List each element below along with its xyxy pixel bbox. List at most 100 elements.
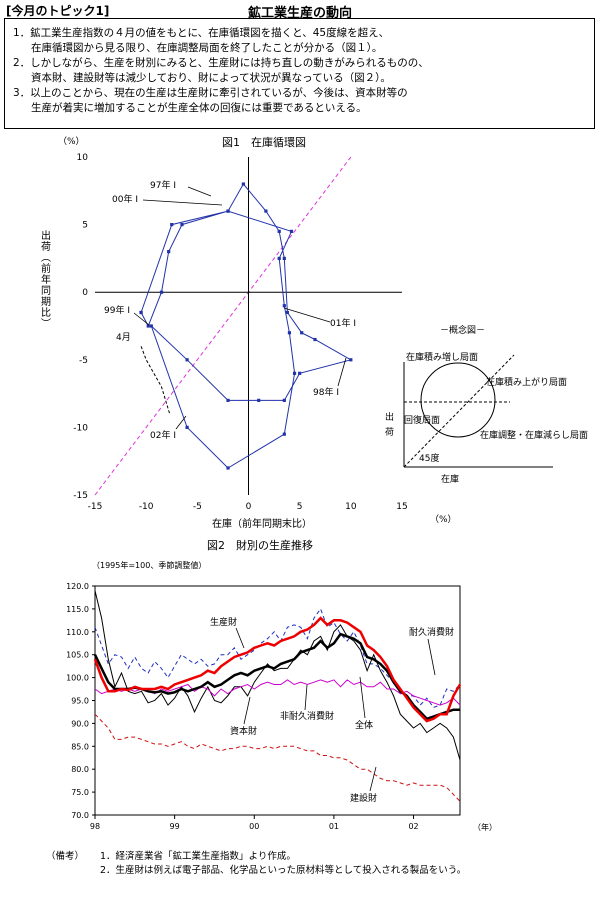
- fig1-y-unit: （%）: [58, 136, 85, 147]
- annotation-00: 00年 I: [112, 193, 138, 205]
- x-tick-label: -10: [139, 502, 154, 512]
- label-total: 全体: [355, 719, 373, 731]
- concept-x-label: 在庫: [441, 473, 459, 485]
- cycle-point: [287, 331, 292, 335]
- summary-line: 資本財、建設財等は減少しており、財によって状況が異なっている（図２）。: [31, 72, 391, 84]
- concept-label-build: 在庫積み増し局面: [406, 351, 478, 363]
- annotation-april: 4月: [116, 332, 131, 343]
- summary-line: 生産が着実に増加することが生産全体の回復には重要であるといえる。: [31, 102, 367, 114]
- cycle-point: [282, 398, 286, 402]
- figure-2-production-by-goods: 図2 財別の生産推移 （1995年=100、季節調整値） （年） 120.0 11…: [66, 538, 497, 832]
- y-tick-label: 75.0: [71, 788, 89, 797]
- series-line-1: [93, 616, 462, 723]
- fig2-plot-frame: [94, 585, 461, 816]
- cycle-point: [241, 182, 245, 186]
- reference-45-line: [94, 156, 352, 496]
- summary-line: 3．以上のことから、現在の生産は生産財に牽引されているが、今後は、資本財等の: [13, 87, 408, 99]
- cycle-point: [349, 358, 353, 362]
- y-tick-label: 120.0: [66, 582, 89, 591]
- y-tick-label: 90.0: [71, 719, 89, 728]
- series-line-2: [94, 590, 461, 761]
- y-tick-label: -15: [73, 491, 88, 501]
- annotation-98: 98年 I: [313, 386, 339, 398]
- label-durable: 耐久消費財: [409, 626, 454, 638]
- y-tick-label: 10: [77, 153, 89, 163]
- cycle-point: [170, 223, 174, 227]
- y-tick-label: 70.0: [71, 811, 89, 820]
- series-line-0: [93, 632, 460, 721]
- concept-label-recovery: 回復局面: [404, 414, 440, 426]
- cycle-point: [277, 229, 281, 233]
- x-tick-label: -5: [193, 502, 202, 512]
- x-tick-label: 02: [408, 822, 418, 831]
- concept-label-pileup-text: 在庫積み上がり局面: [486, 376, 567, 388]
- y-tick-label: 110.0: [66, 628, 89, 637]
- annotation-arrow: [175, 415, 187, 430]
- fig1-x-axis-label: 在庫（前年同期末比）: [212, 517, 312, 530]
- cycle-point: [289, 229, 294, 233]
- x-tick-label: 5: [297, 502, 303, 512]
- note-item: 2．生産財は例えば電子部品、化学品といった原材料等として投入される製品をいう。: [100, 865, 467, 876]
- annotation-99: 99年 I: [104, 304, 130, 316]
- note-item: 1．経済産業省「鉱工業生産指数」より作成。: [100, 851, 296, 862]
- annotation-arrow: [337, 357, 347, 387]
- y-tick-label: 0: [82, 288, 88, 298]
- cycle-point: [282, 432, 286, 436]
- cycle-point: [226, 209, 230, 213]
- cycle-point: [292, 371, 297, 375]
- x-tick-label: 15: [396, 502, 407, 512]
- cycle-point: [185, 425, 189, 429]
- fig1-annotations: 97年 I 00年 I 99年 I 4月 01年 I 98年 I 02年 I: [104, 179, 356, 441]
- annotation-01: 01年 I: [330, 317, 356, 329]
- x-tick-label: 0: [246, 502, 252, 512]
- concept-label-adjust: 在庫調整・在庫減らし局面: [480, 429, 588, 441]
- label-arrow: [235, 627, 245, 649]
- fig1-x-unit: （%）: [430, 514, 457, 525]
- cycle-point: [146, 324, 150, 328]
- topic-label: [今月のトピック1]: [6, 4, 110, 18]
- fig1-title: 図1 在庫循環図: [222, 135, 306, 149]
- label-arrow: [243, 696, 251, 725]
- y-tick-label: 100.0: [66, 674, 89, 683]
- y-tick-label: 80.0: [71, 765, 89, 774]
- x-tick-label: 10: [345, 502, 357, 512]
- label-arrow: [369, 766, 377, 792]
- label-arrow: [427, 638, 436, 676]
- x-tick-label: 01: [329, 822, 339, 831]
- summary-box: 1．鉱工業生産指数の４月の値をもとに、在庫循環図を描くと、45度線を超え、 在庫…: [4, 18, 595, 129]
- y-tick-label: 105.0: [66, 651, 89, 660]
- fig1-axes: -15 -10 -5 0 5 10 15 10 5 0 -5 -10 -15: [73, 153, 407, 512]
- y-tick-label: 5: [82, 221, 88, 231]
- x-tick-label: -15: [88, 502, 103, 512]
- cycle-point: [300, 331, 304, 335]
- x-tick-label: 99: [170, 822, 180, 831]
- label-production-goods: 生産財: [210, 616, 237, 628]
- cycle-point: [264, 209, 268, 213]
- concept-title: －概念図－: [440, 324, 485, 336]
- cycle-point: [167, 250, 171, 254]
- cycle-point: [285, 310, 289, 315]
- cycle-point: [226, 466, 230, 470]
- cycle-point: [226, 398, 230, 402]
- annotation-arrow: [283, 307, 331, 323]
- summary-line: 1．鉱工業生産指数の４月の値をもとに、在庫循環図を描くと、45度線を超え、: [13, 27, 390, 39]
- label-capital: 資本財: [230, 725, 257, 737]
- fig2-subtitle: （1995年=100、季節調整値）: [92, 560, 206, 570]
- cycle-point: [180, 223, 184, 227]
- fig1-plot-area: [139, 182, 353, 470]
- cycle-point: [313, 337, 317, 342]
- notes-section: （備考） 1．経済産業省「鉱工業生産指数」より作成。 2．生産財は例えば電子部品…: [0, 842, 600, 882]
- concept-label-pileup: 在庫積み上がり局面: [486, 376, 567, 388]
- annotation-arrow: [187, 186, 212, 197]
- cycle-point: [139, 310, 143, 315]
- fig2-axes: 120.0 115.0 110.0 105.0 100.0 95.0 90.0 85.0 80.…: [66, 582, 461, 831]
- annotation-arrow: [142, 199, 223, 206]
- fig2-x-unit: （年）: [473, 822, 497, 832]
- x-tick-label: 98: [90, 822, 100, 831]
- y-tick-label: 95.0: [71, 697, 89, 706]
- fig2-series-labels: 生産財 耐久消費財 非耐久消費財 資本財 全体 建設財: [210, 616, 454, 804]
- cycle-point: [298, 371, 302, 375]
- fig1-y-axis-label: 出荷（前年同期比）: [39, 229, 51, 329]
- y-tick-label: -5: [79, 356, 88, 366]
- cycle-point: [282, 256, 286, 260]
